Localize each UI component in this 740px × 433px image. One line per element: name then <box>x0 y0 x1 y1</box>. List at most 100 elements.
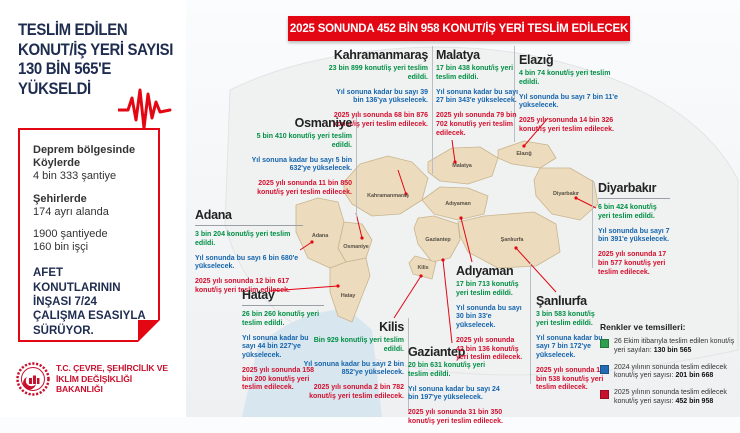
info-line: 174 ayrı alanda <box>33 205 109 218</box>
info-line: AFET <box>33 267 64 280</box>
title-line: YÜKSELDİ <box>18 79 91 99</box>
map-label-province: Elazığ <box>516 151 532 157</box>
legend-item-label: 2024 yılının sonunda teslim edilecek kon… <box>614 363 727 380</box>
legend-item-label: 26 Ekim itibarıyla teslim edilen konut/i… <box>614 338 735 354</box>
legend-color-swatch <box>600 364 609 374</box>
stat-delivered: 5 bin 410 konut/iş yeri teslim edildi. <box>256 133 352 149</box>
legend-item: 26 Ekim itibarıyla teslim edilen konut/i… <box>600 338 738 356</box>
city-block-kahramanmaras: Kahramanmaraş 23 bin 899 konut/iş yeri te… <box>328 48 429 136</box>
city-name: Şanlıurfa <box>536 294 587 308</box>
stat-2024-target: Yıl sonuna kadar bu sayı 5 bin 632'ye yü… <box>251 156 352 173</box>
info-line: SÜRÜYOR. <box>33 324 94 337</box>
folded-corner <box>138 320 160 342</box>
city-block-osmaniye: Osmaniye 5 bin 410 konut/iş yeri teslim e… <box>240 116 353 204</box>
city-block-elazig: Elazığ 4 bin 74 konut/iş yeri teslim edil… <box>519 53 627 141</box>
stat-2025-target: 2025 yılı sonunda 12 bin 617 konut/iş ye… <box>195 278 290 294</box>
province-malatya <box>427 146 499 185</box>
info-line: 4 bin 333 şantiye <box>33 170 117 183</box>
city-block-adiyaman: Adıyaman 17 bin 713 konut/iş yeri teslim … <box>456 264 524 369</box>
map-label-province: Adıyaman <box>445 201 471 207</box>
ministry-name: T.C. ÇEVRE, ŞEHİRCİLİK VE İKLİM DEĞİŞİKL… <box>56 363 181 395</box>
stat-2024-target: Yıl sonunda bu sayı 30 bin 33'e yükselec… <box>456 304 522 330</box>
title-line: 130 BİN 565'E <box>18 59 111 79</box>
stat-2024-target: Yıl sonuna kadar bu sayı 2 bin 852'ye yü… <box>303 360 404 377</box>
stat-2024-target: Yıl sonuna kadar bu sayı 27 bin 343'e yü… <box>436 88 519 105</box>
legend-item: 2025 yılının sonunda teslim edilecek kon… <box>600 389 738 407</box>
stat-2025-target: 2025 yılı sonunda 17 bin 577 konut/iş ye… <box>598 251 667 276</box>
city-name-rule <box>598 198 670 199</box>
legend-item-text: 2024 yılının sonunda teslim edilecek kon… <box>614 364 738 382</box>
legend-header: Renkler ve temsilleri: <box>600 322 686 332</box>
city-name: Kahramanmaraş <box>333 48 428 62</box>
column-divider <box>432 46 433 174</box>
map-label-province: Kahramanmaraş <box>367 193 409 199</box>
city-name: Osmaniye <box>294 116 353 130</box>
stat-delivered: 20 bin 631 konut/iş yeri teslim edildi. <box>408 362 486 378</box>
map-label-province: Osmaniye <box>343 244 369 250</box>
column-divider <box>408 318 409 412</box>
city-name: Adıyaman <box>456 264 514 278</box>
province-hatay <box>329 257 371 323</box>
info-line: 160 bin işçi <box>33 241 89 254</box>
city-block-adana: Adana 3 bin 204 konut/iş yeri teslim edil… <box>195 208 303 302</box>
stat-2024-target: Yıl sonunda bu sayı 7 bin 11'e yükselece… <box>519 93 618 110</box>
info-line: ÇALIŞMA ESASIYLA <box>33 310 146 323</box>
column-divider <box>514 46 515 142</box>
stat-delivered: 23 bin 899 konut/iş yeri teslim edildi. <box>328 65 428 81</box>
province-gaziantep <box>413 215 461 263</box>
city-name: Malatya <box>436 48 480 62</box>
column-divider <box>530 262 531 384</box>
city-block-kilis: Kilis Bin 929 konut/iş yeri teslim edildi… <box>300 320 405 408</box>
stat-2025-target: 2025 yılı sonunda 158 bin 200 konut/iş y… <box>242 366 314 392</box>
construction-info-box: Deprem bölgesinde Köylerde 4 bin 333 şanti… <box>18 128 160 342</box>
city-name: Adana <box>195 208 232 222</box>
legend-item-text: 2025 yılının sonunda teslim edilecek kon… <box>614 389 738 407</box>
info-group: 1900 şantiyede 160 bin işçi <box>33 228 148 254</box>
city-name: Diyarbakır <box>598 181 657 195</box>
stat-2025-target: 2025 yılı sonunda 31 bin 350 konut/iş ye… <box>408 409 503 425</box>
province-sanliurfa <box>457 211 561 269</box>
info-groups: Deprem bölgesinde Köylerde 4 bin 333 şanti… <box>33 144 148 338</box>
seismograph-icon <box>118 88 172 130</box>
stat-2024-target: Yıl sonuna kadar bu sayı 44 bin 227'ye y… <box>242 334 309 360</box>
stat-2024-target: Yıl sonuna kadar bu sayı 7 bin 172'ye yü… <box>536 334 603 360</box>
map-label-province: Malatya <box>452 163 472 169</box>
stat-2025-target: 2025 yılı sonunda 2 bin 782 konut/iş yer… <box>309 384 404 400</box>
stat-delivered: 3 bin 583 konut/iş yeri teslim edildi. <box>536 311 595 327</box>
column-divider <box>592 180 593 268</box>
legend-color-swatch <box>600 390 609 399</box>
stat-2025-target: 2025 yılı sonunda 68 bin 876 konut/iş ye… <box>333 112 428 128</box>
sea-shape <box>242 309 382 417</box>
column-divider <box>356 114 357 218</box>
info-line: KONUTLARININ <box>33 281 121 294</box>
city-name-rule <box>195 225 303 226</box>
legend-item-value: 130 bin 565 <box>653 346 692 354</box>
province-adiyaman <box>421 186 489 221</box>
legend-color-swatch <box>600 339 609 348</box>
stat-2024-target: Yıl sonuna kadar bu sayı 39 bin 136'ya y… <box>336 88 428 105</box>
map-label-province: Hatay <box>340 293 356 299</box>
ministry-logo-icon <box>16 362 50 396</box>
city-block-hatay: Hatay 26 bin 260 konut/iş yeri teslim edi… <box>242 288 324 399</box>
city-name: Hatay <box>242 288 275 302</box>
info-line: Deprem bölgesinde <box>33 144 136 156</box>
province-diyarbakir <box>533 167 599 221</box>
headline-banner: 2025 SONUNDA 452 BİN 958 KONUT/İŞ YERİ T… <box>288 16 630 41</box>
map-label-province: Gaziantep <box>425 237 451 243</box>
left-panel: TESLİM EDİLEN KONUT/İŞ YERİ SAYISI 130 B… <box>0 0 186 417</box>
stat-2025-target: 2025 yılı sonunda 14 bin 326 konut/iş ye… <box>519 117 614 133</box>
city-name: Gaziantep <box>408 345 466 359</box>
info-group: Şehirlerde 174 ayrı alanda <box>33 193 148 219</box>
stat-2025-target: 2025 yılı sonunda 42 bin 136 konut/iş ye… <box>456 336 523 362</box>
legend: Renkler ve temsilleri: 26 Ekim itibarıyl… <box>600 322 738 415</box>
ministry-line: İKLİM DEĞİŞİKLİĞİ BAKANLIĞI <box>55 373 133 395</box>
page-title: TESLİM EDİLEN KONUT/İŞ YERİ SAYISI 130 B… <box>18 20 185 99</box>
turkey-earthquake-region-map <box>224 46 739 417</box>
stat-delivered: 4 bin 74 konut/iş yeri teslim edildi. <box>519 70 611 86</box>
stat-2025-target: 2025 yılı sonunda 13 bin 538 konut/iş ye… <box>536 366 605 392</box>
city-block-diyarbakir: Diyarbakır 6 bin 424 konut/iş yeri teslim… <box>598 181 670 283</box>
info-line: Şehirlerde <box>33 192 87 205</box>
info-group: AFET KONUTLARININ İNŞASI 7/24 ÇALIŞMA ESASI… <box>33 266 148 338</box>
stat-2024-target: Yıl sonuna kadar bu sayı 24 bin 197'ye y… <box>408 385 500 402</box>
map-label-province: Kilis <box>417 265 429 271</box>
